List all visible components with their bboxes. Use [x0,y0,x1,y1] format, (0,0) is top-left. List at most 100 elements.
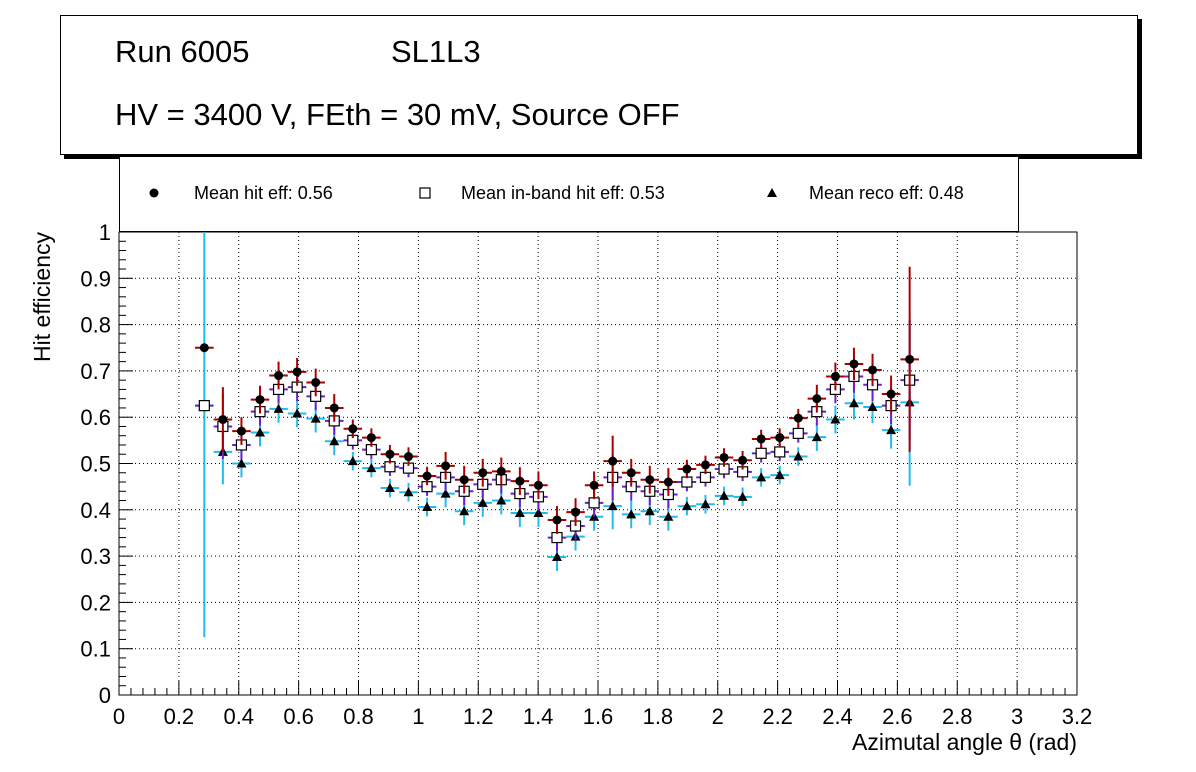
data-point [607,501,618,511]
x-tick-label: 2 [712,704,724,729]
data-point [459,475,469,485]
x-tick-label: 1.2 [463,704,494,729]
legend: Mean hit eff: 0.56 Mean in-band hit eff:… [119,157,1019,232]
x-tick-label: 1.6 [583,704,614,729]
data-point [384,483,395,493]
data-point [441,461,451,471]
data-point [700,460,710,470]
data-point [626,509,637,519]
data-point [551,552,562,562]
x-tick-label: 0 [113,704,125,729]
data-point [274,371,284,381]
data-point [886,389,896,399]
data-point [756,472,767,482]
data-point [403,452,413,462]
data-point [366,433,376,443]
data-point [198,400,210,412]
data-point [681,501,692,511]
legend-marker-circle [149,188,159,198]
data-point [477,497,488,507]
data-point [719,452,729,462]
data-point [792,427,804,440]
legend-reco-eff: Mean reco eff: 0.48 [809,183,964,203]
y-tick-label: 0.5 [80,452,111,477]
run-label: Run 6005 [115,34,250,69]
data-point [830,414,841,424]
x-tick-label: 1.4 [523,704,554,729]
data-point [681,476,693,488]
data-point [737,491,748,501]
layer-label: SL1L3 [391,34,481,69]
data-point [867,402,878,412]
y-axis-title: Hit efficiency [29,232,55,362]
plot-frame [118,231,1078,696]
data-point [199,343,209,353]
data-point [793,451,804,461]
data-point [478,468,488,478]
y-tick-label: 0.1 [80,637,111,662]
data-point [255,395,265,405]
data-point [496,495,507,505]
grid [119,232,1077,695]
data-point [496,466,506,476]
data-point [329,403,339,413]
data-point [366,463,377,473]
y-tick-label: 0.7 [80,359,111,384]
data-point [422,502,433,512]
data-point [755,447,767,459]
data-point [830,371,840,381]
data-point [440,488,451,498]
data-point [552,515,562,525]
x-tick-label: 2.6 [882,704,913,729]
data-point [422,471,432,481]
title-box: Run 6005 SL1L3 HV = 3400 V, FEth = 30 mV… [60,15,1138,155]
data-point [812,394,822,404]
x-tick-label: 0.8 [343,704,374,729]
y-tick-label: 1 [99,220,111,245]
data-point [347,456,358,466]
data-point [849,359,859,369]
x-tick-label: 2.2 [762,704,793,729]
data-point [645,475,655,485]
data-point [273,403,284,413]
data-point [292,408,303,418]
data-point [886,425,897,435]
y-tick-label: 0.6 [80,405,111,430]
y-tick-label: 0.8 [80,313,111,338]
y-tick-label: 0.2 [80,590,111,615]
x-tick-label: 0.4 [223,704,254,729]
data-point [663,511,674,521]
y-tick-label: 0.4 [80,498,111,523]
data-point [403,487,414,497]
data-point [588,497,600,509]
conditions-label: HV = 3400 V, FEth = 30 mV, Source OFF [115,97,680,132]
data-point [255,427,266,437]
y-tick-label: 0 [99,683,111,708]
data-point [292,367,302,377]
x-tick-label: 1.8 [643,704,674,729]
series-0 [195,266,919,534]
data-point [774,470,785,480]
data-point [848,398,859,408]
data-point [589,480,599,490]
data-point [571,507,581,517]
data-point [311,377,321,387]
data-point [868,365,878,375]
x-tick-label: 3 [1011,704,1023,729]
data-point [533,480,543,490]
y-tick-label: 0.3 [80,544,111,569]
data-point [348,424,358,434]
data-point [719,490,730,500]
legend-marker-triangle [767,188,777,197]
data-point [385,449,395,459]
data-point [514,508,525,518]
data-point [459,506,470,516]
data-point [756,434,766,444]
data-point [218,415,228,425]
legend-marker-square [419,187,431,199]
data-point [682,464,692,474]
x-tick-label: 2.8 [942,704,973,729]
x-tick-label: 1 [412,704,424,729]
y-tick-label: 0.9 [80,266,111,291]
